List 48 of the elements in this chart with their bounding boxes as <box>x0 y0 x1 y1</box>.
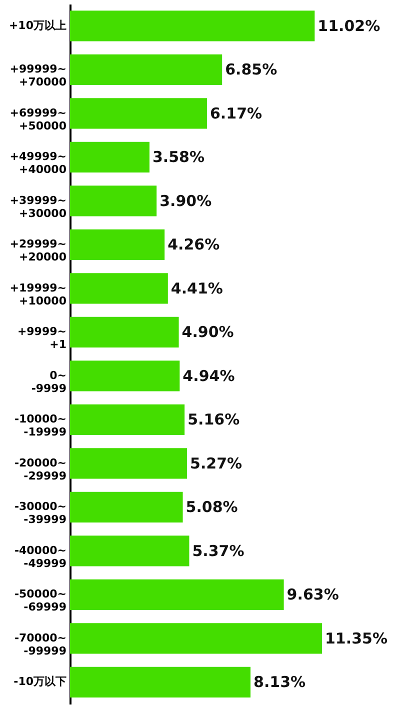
bar <box>70 229 165 260</box>
y-tick-label: +69999~ +50000 <box>10 106 67 132</box>
bar <box>70 579 284 610</box>
bar <box>70 316 179 348</box>
y-tick-label: -20000~ -29999 <box>14 456 66 482</box>
data-label: 6.17% <box>210 104 262 122</box>
y-tick-label: +29999~ +20000 <box>10 238 67 264</box>
y-tick-label: +39999~ +30000 <box>10 194 67 220</box>
y-tick-label: +9999~ +1 <box>17 325 66 352</box>
data-label: 9.63% <box>286 586 339 604</box>
bar <box>70 273 168 304</box>
y-tick-label: 0~ -9999 <box>31 368 66 395</box>
data-label: 3.90% <box>160 192 212 210</box>
data-label: 8.13% <box>254 673 306 692</box>
y-tick-label: +10万以上 <box>8 18 66 32</box>
bar <box>70 666 251 698</box>
y-tick-label: -30000~ -39999 <box>14 500 66 526</box>
bar <box>70 142 150 172</box>
y-tick-label: +49999~ +40000 <box>10 150 67 176</box>
data-label: 4.94% <box>182 366 235 385</box>
data-label: 5.37% <box>192 542 244 560</box>
data-label: 3.58% <box>152 148 205 166</box>
bar <box>70 98 207 129</box>
bar <box>70 623 322 654</box>
data-label: 4.41% <box>170 279 223 298</box>
data-label: 5.08% <box>186 498 238 516</box>
bar <box>70 10 315 42</box>
bar <box>70 404 185 435</box>
data-label: 6.85% <box>225 60 278 79</box>
bar <box>70 186 157 216</box>
y-tick-label: -10000~ -19999 <box>14 412 66 439</box>
bar <box>70 54 222 85</box>
data-label: 5.27% <box>190 454 242 472</box>
data-label: 4.26% <box>168 236 220 254</box>
data-label: 11.02% <box>318 16 380 35</box>
y-tick-label: +99999~ +70000 <box>10 62 67 89</box>
bar <box>70 360 180 392</box>
y-tick-label: -10万以下 <box>14 675 66 688</box>
y-tick-label: +19999~ +10000 <box>10 281 67 308</box>
bar <box>70 492 183 522</box>
y-tick-label: -40000~ -49999 <box>14 544 66 570</box>
bar <box>70 536 190 566</box>
data-label: 5.16% <box>188 410 240 429</box>
data-label: 11.35% <box>325 629 388 648</box>
y-tick-label: -50000~ -69999 <box>14 588 66 614</box>
bar <box>70 448 188 479</box>
data-label: 4.90% <box>182 323 234 342</box>
y-tick-label: -70000~ -99999 <box>14 631 66 658</box>
